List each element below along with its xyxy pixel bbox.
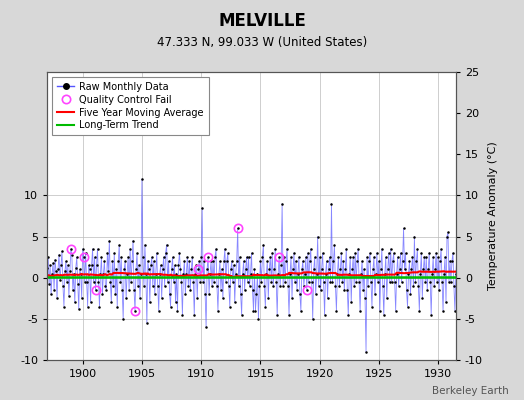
Legend: Raw Monthly Data, Quality Control Fail, Five Year Moving Average, Long-Term Tren: Raw Monthly Data, Quality Control Fail, … [52, 77, 209, 135]
Text: MELVILLE: MELVILLE [218, 12, 306, 30]
Text: 47.333 N, 99.033 W (United States): 47.333 N, 99.033 W (United States) [157, 36, 367, 49]
Text: Berkeley Earth: Berkeley Earth [432, 386, 508, 396]
Y-axis label: Temperature Anomaly (°C): Temperature Anomaly (°C) [488, 142, 498, 290]
